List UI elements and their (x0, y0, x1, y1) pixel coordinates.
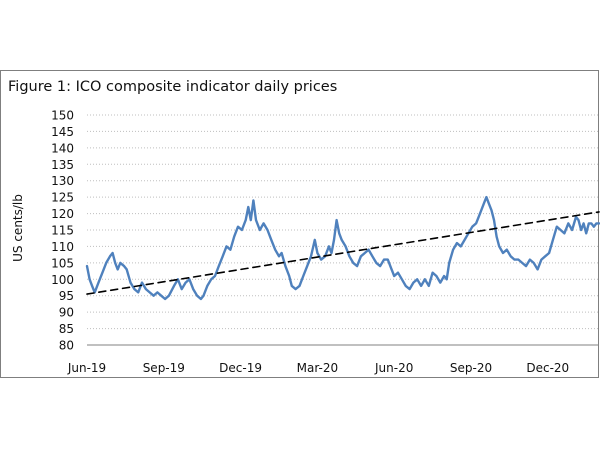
y-tick-label-120: 120 (51, 207, 74, 221)
y-tick-label-80: 80 (59, 339, 74, 353)
price-series-line (85, 195, 600, 301)
trend-line (86, 211, 600, 295)
y-tick-label-95: 95 (59, 289, 74, 303)
y-tick-label-110: 110 (51, 240, 74, 254)
y-tick-label-90: 90 (59, 306, 74, 320)
y-tick-label-115: 115 (51, 224, 74, 238)
y-tick-label-105: 105 (51, 256, 74, 270)
y-tick-label-125: 125 (51, 191, 74, 205)
grid-layer (87, 114, 599, 330)
y-tick-label-130: 130 (51, 174, 74, 188)
y-tick-label-145: 145 (51, 125, 74, 139)
y-axis-label: US cents/lb (11, 194, 25, 262)
y-tick-label-135: 135 (51, 158, 74, 172)
series-layer (85, 195, 600, 301)
y-tick-label-85: 85 (59, 322, 74, 336)
axis-layer: 80 85 90 95 100 105 110 115 120 125 130 135 140 145 15… (51, 109, 599, 375)
y-tick-label-140: 140 (51, 141, 74, 155)
y-tick-label-100: 100 (51, 273, 74, 287)
chart-title: Figure 1: ICO composite indicator daily … (8, 79, 338, 95)
y-tick-label-150: 150 (51, 109, 74, 123)
figure-frame (0, 70, 599, 378)
x-tick-label-sep-19: Sep-19 (143, 361, 185, 375)
x-tick-label-mar-20: Mar-20 (297, 361, 338, 375)
x-tick-label-jun-19: Jun-19 (67, 361, 106, 375)
x-tick-label-dec-20: Dec-20 (526, 361, 569, 375)
x-tick-label-jun-20: Jun-20 (374, 361, 413, 375)
x-tick-label-dec-19: Dec-19 (219, 361, 262, 375)
x-tick-label-sep-20: Sep-20 (450, 361, 492, 375)
